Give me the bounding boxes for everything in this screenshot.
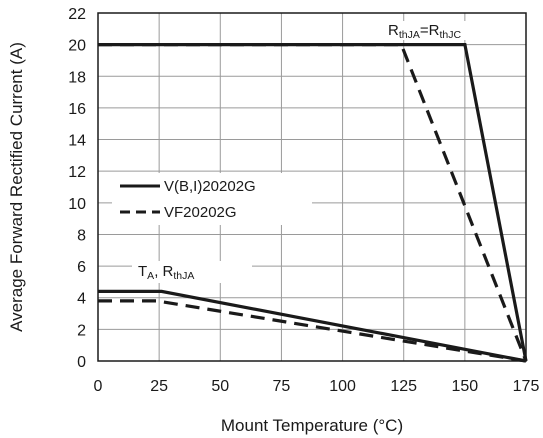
series-line-3 [98, 299, 527, 363]
annotation-sub-thjc: thJC [439, 29, 461, 41]
annotation-ta-rthja-text: TA, RthJA [138, 263, 194, 282]
y-tick-label-22: 22 [68, 6, 86, 23]
x-tick-label-50: 50 [211, 378, 229, 395]
annotation-t: T [138, 263, 147, 280]
y-axis-title: Average Forward Rectified Current (A) [7, 42, 26, 332]
annotation-comma-r: , R [154, 263, 173, 280]
y-tick-label-0: 0 [77, 354, 86, 371]
y-tick-label-18: 18 [68, 69, 86, 86]
x-tick-label-75: 75 [273, 378, 291, 395]
annotation-sub-thja: thJA [399, 29, 420, 41]
x-tick-label-125: 125 [390, 378, 417, 395]
plot-frame [97, 12, 527, 362]
annotation-r1: R [388, 22, 399, 39]
annotation-sub-thja-2: thJA [173, 270, 194, 282]
x-tick-label-175: 175 [513, 378, 540, 395]
series-curves [98, 42, 528, 363]
series-line-1 [98, 42, 528, 362]
x-axis-title: Mount Temperature (°C) [221, 416, 403, 435]
legend-background [112, 173, 312, 225]
y-tick-label-14: 14 [68, 133, 86, 150]
y-tick-label-12: 12 [68, 164, 86, 181]
annotation-rthja-eq-rthjc: RthJA=RthJC [384, 21, 502, 41]
x-tick-labels: 0 25 50 75 100 125 150 175 [94, 378, 540, 395]
y-tick-label-4: 4 [77, 291, 86, 308]
annotation-eq-r: =R [420, 22, 440, 39]
annotation-rthja-eq-rthjc-bg [384, 21, 502, 40]
annotation-ta-rthja: TA, RthJA [132, 261, 252, 283]
legend: V(B,I)20202G VF20202G [112, 173, 312, 225]
y-tick-labels: 0 2 4 6 8 10 12 14 16 18 20 22 [68, 6, 86, 371]
legend-label-vf20202g: VF20202G [164, 204, 237, 221]
x-tick-label-100: 100 [329, 378, 356, 395]
y-tick-label-16: 16 [68, 101, 86, 118]
x-tick-label-0: 0 [94, 378, 103, 395]
annotation-rthja-eq-rthjc-text: RthJA=RthJC [388, 22, 461, 41]
x-tick-label-25: 25 [150, 378, 168, 395]
y-tick-label-20: 20 [68, 38, 86, 55]
y-tick-label-6: 6 [77, 259, 86, 276]
series-line-2 [98, 289, 527, 363]
y-tick-label-10: 10 [68, 196, 86, 213]
annotation-sub-a: A [147, 270, 154, 282]
y-tick-label-2: 2 [77, 322, 86, 339]
x-tick-label-150: 150 [452, 378, 479, 395]
annotation-ta-rthja-bg [132, 261, 252, 283]
legend-label-vbi20202g: V(B,I)20202G [164, 178, 256, 195]
y-tick-label-8: 8 [77, 227, 86, 244]
